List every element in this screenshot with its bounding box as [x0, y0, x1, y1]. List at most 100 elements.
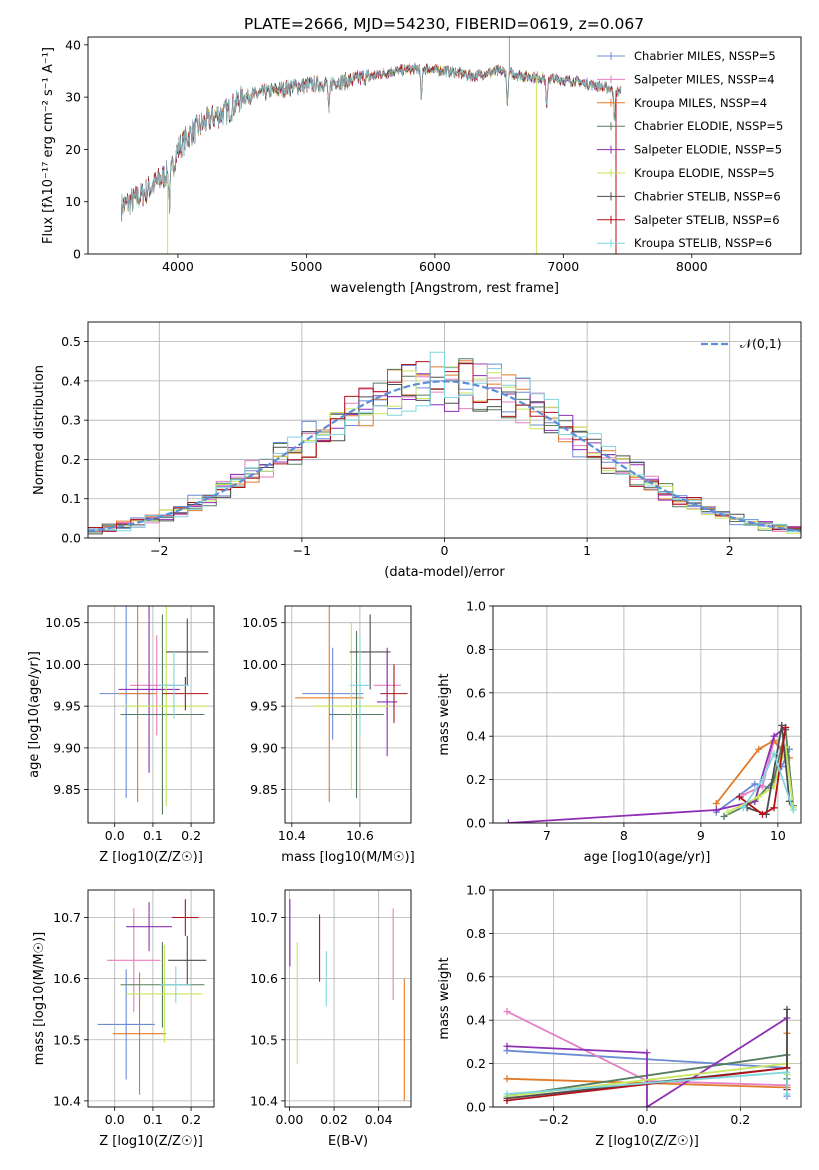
- ticks: 7 8 9 10 0.0 0.2 0.4 0.6 0.8 1.0: [466, 599, 786, 844]
- panel-spectrum: 4000 5000 6000 7000 8000 0 10 20 30 40 wavelength …: [41, 36, 802, 296]
- weight-point-chabrier_elodie: [720, 812, 728, 820]
- weight-point-kroupa_stelib: [739, 804, 747, 812]
- x-tick-label: 0.2: [730, 1112, 750, 1127]
- x-tick-label: 0.1: [143, 1112, 163, 1127]
- x-tick-label: 8000: [676, 259, 708, 274]
- x-tick-label: 0.02: [320, 1112, 348, 1127]
- y-tick-label: 0.0: [61, 531, 81, 546]
- panel-residuals: −2 −1 0 1 2 0.0 0.1 0.2 0.3 0.4 0.5 (data-model)/er…: [32, 321, 802, 580]
- grid-lines: [285, 890, 411, 1107]
- weight-point-salpeter_miles: [503, 1008, 511, 1016]
- y-tick-label: 0.4: [61, 373, 81, 388]
- legend-label: Kroupa MILES, NSSP=4: [634, 96, 767, 110]
- plot-marks: [121, 37, 622, 254]
- ticks: −2 −1 0 1 2 0.0 0.1 0.2 0.3 0.4 0.5: [61, 334, 734, 558]
- weight-point-kroupa_stelib: [770, 750, 778, 758]
- plot-frame: [87, 36, 802, 255]
- plot-frame: [492, 605, 802, 824]
- weight-point-salpeter_stelib: [782, 724, 790, 732]
- x-tick-label: 0.0: [105, 828, 125, 843]
- panel-mass_vs_Z: 0.0 0.1 0.2 10.4 10.5 10.6 10.7 Z [log10(Z/Z☉)]…: [32, 889, 215, 1149]
- panel-mass_weight_vs_Z: −0.2 0.0 0.2 0.0 0.2 0.4 0.6 0.8 1.0 Z [log10(Z/Z…: [437, 883, 802, 1149]
- plot-marks: [99, 606, 209, 815]
- x-axis-label: Z [log10(Z/Z☉)]: [99, 1134, 203, 1149]
- weight-point-salpeter_stelib: [759, 810, 766, 818]
- y-tick-label: 30: [65, 90, 81, 105]
- weight-point-salpeter_elodie: [643, 1103, 651, 1107]
- x-tick-label: 0.0: [637, 1112, 657, 1127]
- y-tick-label: 10.00: [45, 657, 81, 672]
- weight-point-salpeter_miles: [739, 791, 747, 799]
- weight-point-salpeter_stelib: [503, 1096, 511, 1104]
- y-tick-label: 0.4: [466, 1013, 486, 1028]
- weight-point-chabrier_stelib: [783, 1005, 791, 1013]
- x-axis-label: wavelength [Angstrom, rest frame]: [330, 281, 559, 296]
- weight-point-kroupa_miles: [755, 745, 763, 753]
- weight-point-kroupa_stelib: [503, 1090, 511, 1098]
- x-tick-label: 7: [543, 828, 551, 843]
- weight-point-chabrier_miles: [751, 780, 759, 788]
- x-tick-label: 10: [770, 828, 786, 843]
- normal-curve: [88, 380, 801, 533]
- y-tick-label: 10.7: [250, 910, 278, 925]
- weight-point-salpeter_elodie: [712, 806, 720, 814]
- y-tick-label: 0.2: [466, 1056, 486, 1071]
- legend-label: Chabrier MILES, NSSP=5: [634, 49, 776, 63]
- ticks: 0.00 0.02 0.04 10.4 10.5 10.6 10.7: [250, 910, 392, 1127]
- x-tick-label: 0.1: [143, 828, 163, 843]
- figure-title: PLATE=2666, MJD=54230, FIBERID=0619, z=0…: [244, 15, 644, 33]
- x-tick-label: 7000: [547, 259, 579, 274]
- y-tick-label: 1.0: [466, 599, 486, 614]
- weight-point-kroupa_stelib: [759, 776, 766, 784]
- plot-frame: [492, 889, 802, 1108]
- weight-point-salpeter_elodie: [503, 1042, 511, 1050]
- y-tick-label: 20: [65, 142, 81, 157]
- y-tick-label: 10.4: [53, 1093, 81, 1108]
- x-axis-label: (data-model)/error: [384, 565, 505, 580]
- x-tick-label: 0.2: [181, 1112, 201, 1127]
- y-tick-label: 9.85: [250, 782, 278, 797]
- weight-point-kroupa_elodie: [755, 793, 763, 801]
- weight-point-kroupa_stelib: [783, 1068, 791, 1076]
- y-tick-label: 0.0: [466, 816, 486, 831]
- weight-point-salpeter_elodie: [643, 1049, 651, 1057]
- x-tick-label: 1: [583, 543, 591, 558]
- plot-marks: [504, 721, 797, 823]
- weight-point-kroupa_miles: [503, 1075, 511, 1083]
- weight-line-kroupa_stelib: [742, 751, 795, 811]
- x-axis-label: age [log10(age/yr)]: [584, 850, 711, 865]
- x-axis-label: Z [log10(Z/Z☉)]: [595, 1134, 699, 1149]
- weight-point-salpeter_stelib: [770, 804, 778, 812]
- y-tick-label: 1.0: [466, 883, 486, 898]
- y-axis-label: Normed distribution: [32, 365, 47, 495]
- y-tick-label: 0.4: [466, 729, 486, 744]
- y-tick-label: 9.95: [53, 699, 81, 714]
- y-tick-label: 0.5: [61, 334, 81, 349]
- weight-point-chabrier_stelib: [778, 721, 786, 729]
- x-tick-label: 10.6: [346, 828, 374, 843]
- plot-marks: [503, 1005, 791, 1107]
- ticks: 10.4 10.6 9.85 9.90 9.95 10.00 10.05: [242, 615, 374, 843]
- plot-marks: [97, 899, 207, 1095]
- panel-age_vs_mass: 10.4 10.6 9.85 9.90 9.95 10.00 10.05 mass [log1…: [242, 605, 415, 865]
- ticks: 0.0 0.1 0.2 10.4 10.5 10.6 10.7: [53, 910, 201, 1127]
- weight-point-kroupa_stelib: [783, 1090, 791, 1098]
- y-tick-label: 10.7: [53, 910, 81, 925]
- plot-frame: [284, 889, 412, 1108]
- weight-point-salpeter_elodie: [504, 819, 512, 823]
- x-tick-label: 0.0: [105, 1112, 125, 1127]
- x-tick-label: −0.2: [538, 1112, 568, 1127]
- weight-line-salpeter_miles: [742, 738, 787, 796]
- x-tick-label: 0: [441, 543, 449, 558]
- x-axis-label: Z [log10(Z/Z☉)]: [99, 850, 203, 865]
- y-tick-label: 10.4: [250, 1093, 278, 1108]
- x-tick-label: 6000: [419, 259, 451, 274]
- plots-container: 4000 5000 6000 7000 8000010203040wavelength …: [27, 36, 802, 1149]
- x-tick-label: 5000: [290, 259, 322, 274]
- y-axis-label: mass [log10(M/M☉)]: [32, 932, 47, 1065]
- y-tick-label: 10.5: [250, 1032, 278, 1047]
- plot-marks: [289, 899, 405, 1101]
- legend-label: 𝒩(0,1): [740, 336, 782, 351]
- x-tick-label: 10.4: [278, 828, 306, 843]
